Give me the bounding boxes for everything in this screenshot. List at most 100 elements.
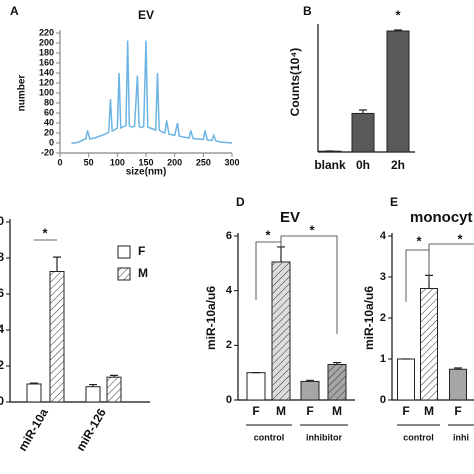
bar [449,368,467,401]
significance-bracket [405,249,430,302]
x-tick-label: 2h [391,158,405,172]
group-label: control [254,432,285,442]
significance-mark: * [42,225,48,240]
x-tick-label: 0h [356,158,370,172]
x-tick-label: M [424,404,434,418]
y-tick-label: 4 [380,230,387,242]
bar [26,383,42,403]
y-tick-label: 200 [39,37,54,47]
bar [246,372,266,401]
x-tick-label: 100 [110,157,125,167]
y-axis-label: miR-10a/u6 [204,286,218,350]
bar [386,30,410,153]
y-tick-label: 1 [380,353,386,365]
y-tick-label: 2 [380,312,386,324]
error-bar [30,382,38,384]
bar [85,386,101,403]
bar-hatch [420,288,438,400]
x-tick-label: 300 [224,157,239,167]
bar [300,380,320,401]
legend-hatch [118,268,130,280]
y-tick-label: 4 [226,285,233,297]
x-tick-label: 0 [57,157,62,167]
x-tick-label: M [276,404,286,418]
x-tick-label: blank [314,158,346,172]
x-tick-label: miR-10a [15,406,51,454]
y-tick-label: 10 [0,214,4,228]
error-bar [359,109,367,114]
x-tick-label: 250 [196,157,211,167]
legend-label: F [138,244,145,258]
y-axis-label: miR-10a/u6 [362,286,376,350]
significance-bracket [280,235,338,334]
x-tick-label: F [252,404,259,418]
y-axis-label: Counts(10⁴) [288,48,302,117]
y-tick-label: 3 [380,271,386,283]
significance-mark: * [395,7,401,22]
error-bar [89,383,97,387]
significance-mark: * [457,231,463,246]
error-bar [306,379,314,382]
data-line [71,40,233,144]
panel-label: A [10,4,19,18]
panel-label: B [303,4,312,18]
y-tick-label: 220 [39,27,54,37]
x-tick-label: F [454,404,461,418]
significance-mark: * [309,222,315,237]
legend-swatch [117,245,131,259]
y-tick-label: 20 [44,127,54,137]
x-tick-label: 200 [167,157,182,167]
significance-mark: * [265,227,271,242]
y-tick-label: 0 [0,394,4,408]
panel-label: E [390,195,398,209]
y-tick-label: 140 [39,67,54,77]
significance-bracket [255,241,282,300]
y-tick-label: 40 [44,117,54,127]
y-tick-label: 120 [39,77,54,87]
bar-hatch [50,271,64,402]
x-tick-label: 150 [138,157,153,167]
y-tick-label: 60 [44,107,54,117]
legend-label: M [138,266,148,280]
group-label: inhibitor [306,432,342,442]
bar-hatch [328,364,346,400]
x-tick-label: 50 [84,157,94,167]
x-tick-label: F [306,404,313,418]
y-tick-label: 100 [39,87,54,97]
group-label: control [403,432,434,442]
x-tick-label: M [332,404,342,418]
x-axis-label: size(nm) [126,167,167,178]
chart-title: monocyt [410,209,473,226]
significance-bracket [428,243,474,250]
y-tick-label: 180 [39,47,54,57]
y-tick-label: 4 [0,322,4,336]
bar-hatch [272,261,290,400]
significance-mark: * [416,233,422,248]
y-tick-label: 80 [44,97,54,107]
y-tick-label: -20 [41,147,54,157]
bar [397,358,415,401]
x-tick-label: miR-126 [73,406,109,454]
group-label: inhi [453,432,469,442]
error-bar [454,367,462,370]
y-tick-label: 6 [0,286,4,300]
y-tick-label: 8 [0,250,4,264]
y-tick-label: 2 [0,358,4,372]
y-tick-label: 160 [39,57,54,67]
panel-label: D [236,195,245,209]
error-bar [333,361,341,365]
y-tick-label: 6 [226,230,232,242]
bar-hatch [107,377,121,402]
x-tick-label: F [402,404,409,418]
y-tick-label: 2 [226,339,232,351]
error-bar [110,374,118,378]
y-tick-label: 0 [49,137,54,147]
bar [351,112,375,153]
chart-title: EV [138,8,154,22]
chart-title: EV [280,209,300,226]
error-bar [394,29,402,31]
error-bar [53,256,61,272]
y-tick-label: 0 [226,394,232,406]
